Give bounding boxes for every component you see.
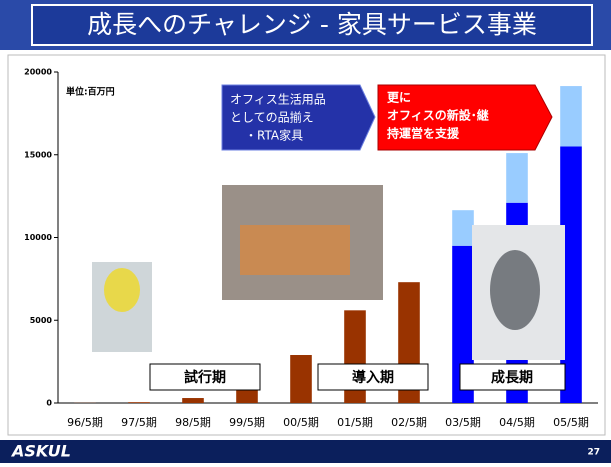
x-tick-label: 01/5期 [337, 416, 373, 429]
page-number: 27 [587, 448, 600, 458]
office-chair [490, 250, 540, 330]
x-tick-label: 02/5期 [391, 416, 427, 429]
x-tick-label: 99/5期 [229, 416, 265, 429]
footer-bar [0, 440, 611, 463]
y-tick-label: 20000 [24, 68, 52, 77]
x-tick-label: 04/5期 [499, 416, 535, 429]
bar [182, 398, 204, 403]
y-tick-label: 10000 [24, 233, 52, 242]
y-tick-label: 5000 [30, 316, 53, 325]
bar [290, 355, 312, 403]
x-tick-label: 03/5期 [445, 416, 481, 429]
bar [506, 153, 528, 203]
bar [128, 402, 150, 403]
chair-seat [104, 268, 140, 312]
bar [560, 86, 582, 146]
x-tick-label: 96/5期 [67, 416, 103, 429]
y-tick-label: 15000 [24, 150, 52, 159]
callout-text: ・RTA家具 [245, 128, 303, 143]
callout-text: としての品揃え [230, 110, 314, 125]
callout-text: 持運営を支援 [387, 126, 460, 141]
bar [452, 210, 474, 246]
chart-title: 成長へのチャレンジ - 家具サービス事業 [87, 10, 537, 39]
logo: ASKUL [10, 442, 71, 461]
x-tick-label: 00/5期 [283, 416, 319, 429]
x-tick-label: 98/5期 [175, 416, 211, 429]
y-tick-label: 0 [46, 399, 52, 408]
phase-label: 成長期 [491, 369, 533, 386]
unit-label: 単位:百万円 [66, 86, 115, 98]
callout-text: オフィス生活用品 [230, 93, 326, 107]
callout-text: オフィスの新設･継 [387, 108, 489, 123]
callout-text: 更に [387, 91, 411, 105]
x-tick-label: 97/5期 [121, 416, 157, 429]
phase-label: 試行期 [184, 369, 226, 386]
phase-label: 導入期 [352, 369, 394, 386]
x-tick-label: 05/5期 [553, 416, 589, 429]
desk [240, 225, 350, 275]
